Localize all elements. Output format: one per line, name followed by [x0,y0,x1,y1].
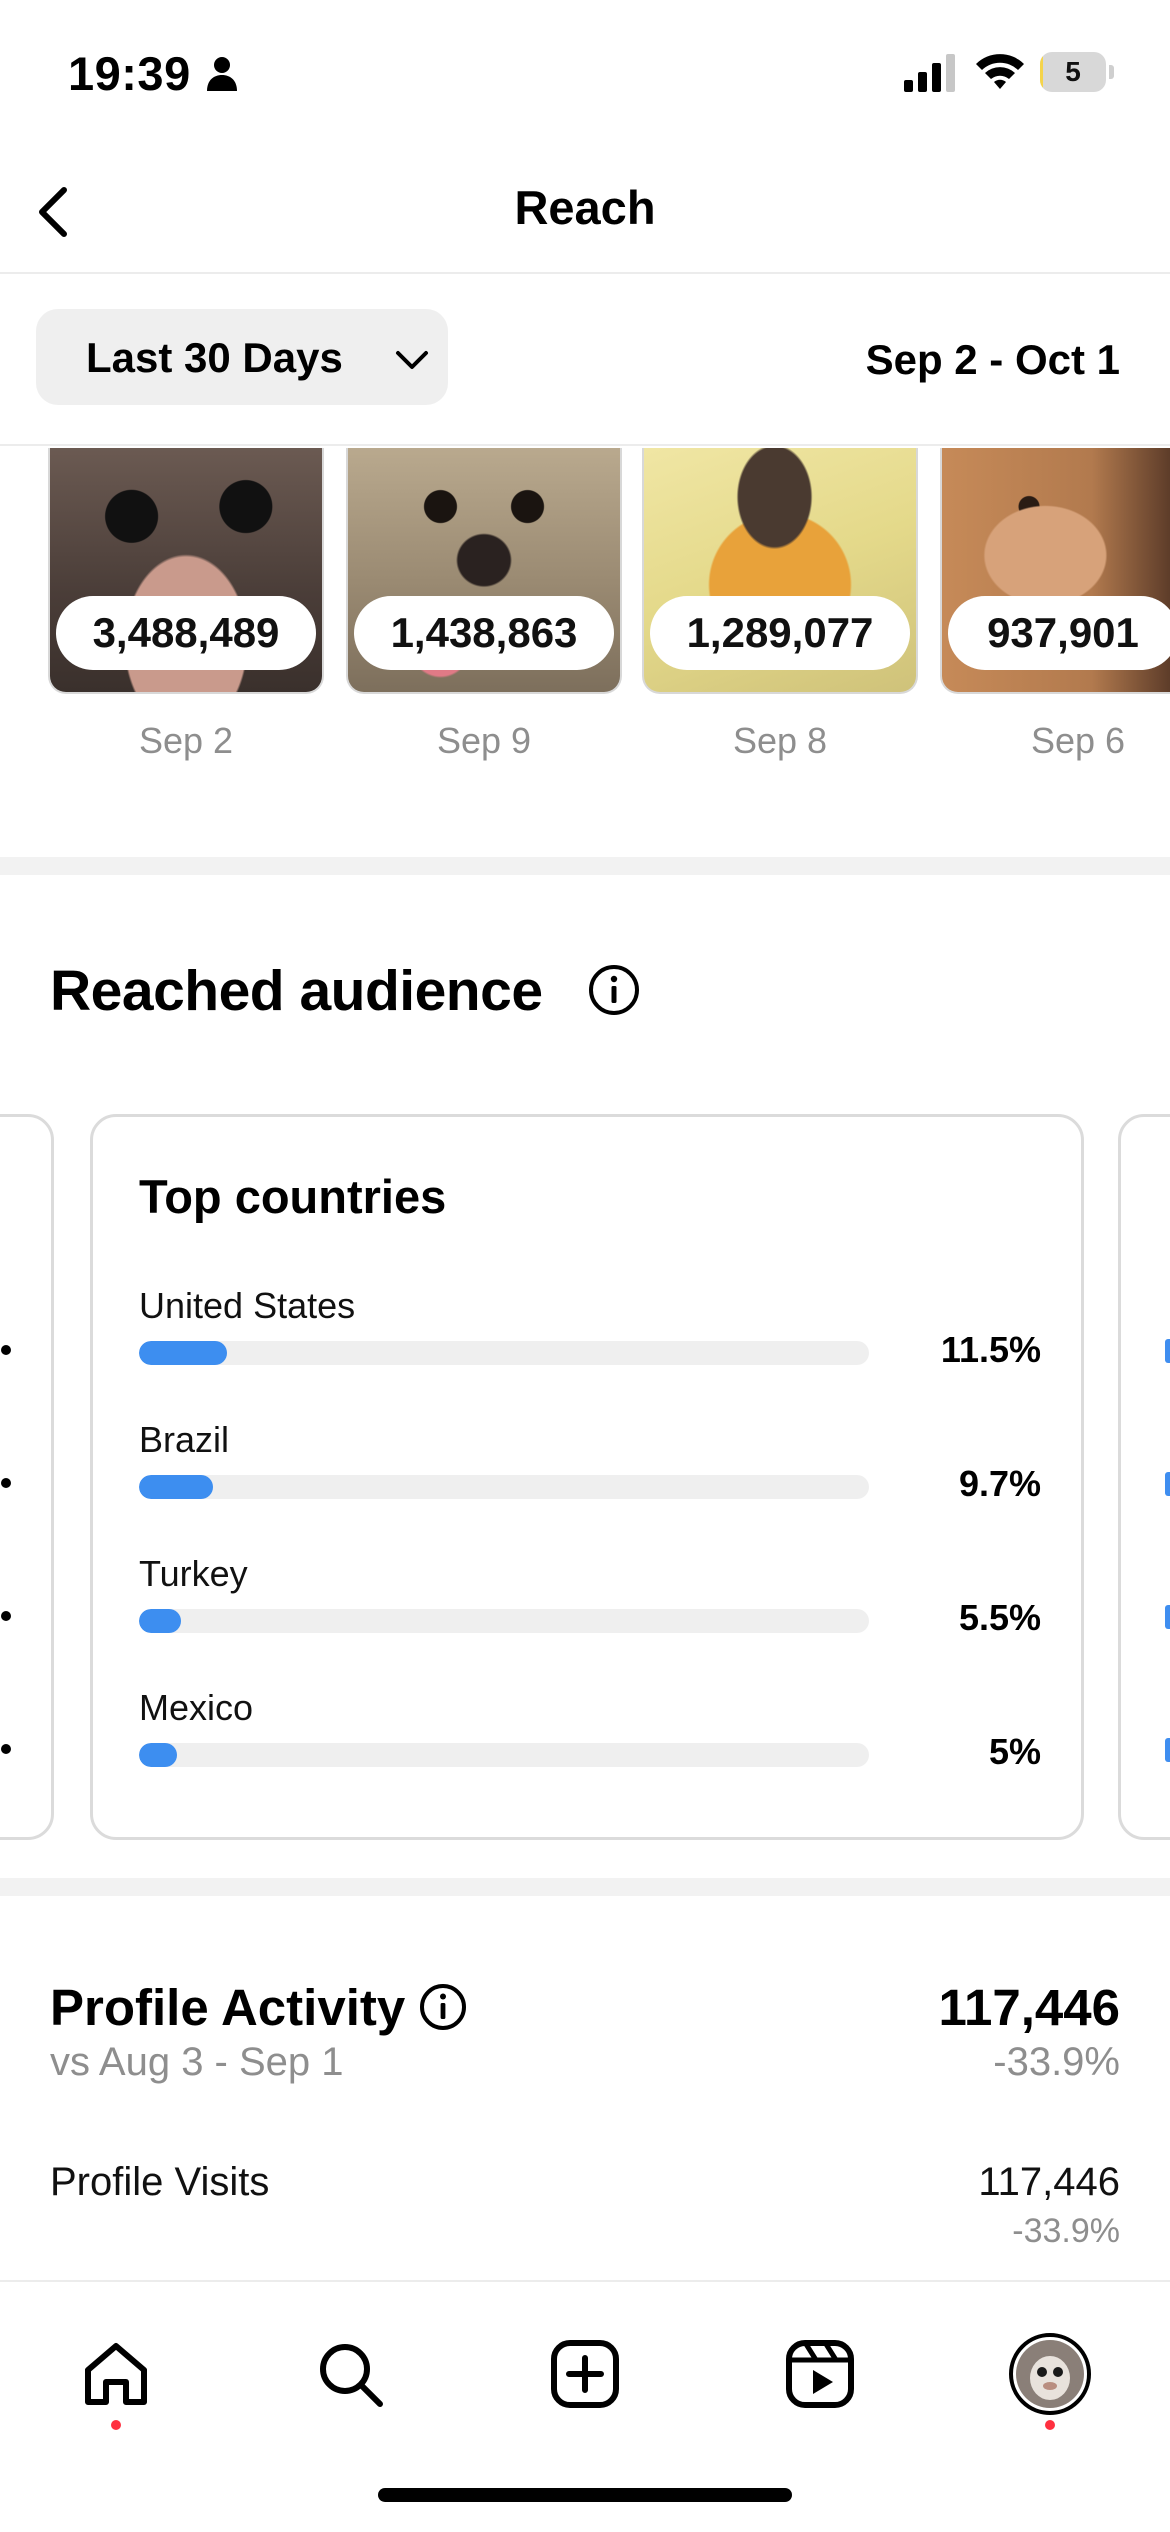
search-icon [320,2344,383,2407]
country-name: United States [139,1285,356,1326]
thumbnail-date: Sep 9 [436,720,532,761]
country-name: Turkey [139,1553,248,1594]
page-title: Reach [514,181,656,234]
content-thumbnail[interactable]: 937,901 [940,448,1170,694]
thumbnail-date: Sep 8 [732,720,828,761]
profile-activity-change: -33.9% [993,2040,1120,2084]
bar-fill [139,1609,182,1633]
bar-marker [1165,1472,1170,1496]
home-indicator [378,2488,792,2502]
bar-marker [1165,1339,1170,1363]
range-label: Last 30 Days [86,334,343,381]
wifi-icon [976,54,1024,89]
profile-visits-value: 117,446 [978,2160,1120,2204]
country-name: Mexico [139,1687,254,1728]
bottom-tab-bar [0,2280,1170,2532]
tab-create[interactable] [525,2322,645,2432]
battery-body: 5 [1040,52,1106,92]
content-thumbnail[interactable]: 1,438,863 [346,448,622,694]
country-row: United States 11.5% [139,1285,1041,1385]
country-name: Brazil [139,1419,230,1460]
country-row: Brazil 9.7% [139,1419,1041,1519]
bar-fill [139,1475,214,1499]
status-time: 19:39 [68,47,191,100]
content-thumbnail[interactable]: 1,289,077 [642,448,918,694]
bar-marker [1,1478,11,1488]
tab-profile[interactable] [990,2322,1110,2432]
country-percent: 11.5% [940,1329,1041,1370]
status-bar: 19:39 5 [0,0,1170,150]
bar-marker [1,1744,11,1754]
bar-track [139,1341,869,1365]
tab-reels[interactable] [760,2322,880,2432]
bar-marker [1165,1738,1170,1762]
next-audience-card[interactable] [1118,1114,1170,1840]
section-divider [0,1878,1170,1896]
bar-marker [1165,1605,1170,1629]
bar-marker [1,1345,11,1355]
previous-audience-card[interactable] [0,1114,54,1840]
info-icon[interactable] [587,963,641,1017]
bar-marker [1,1611,11,1621]
bar-fill [139,1341,228,1365]
chevron-down-icon [396,351,428,369]
person-icon [207,57,237,91]
country-percent: 5% [988,1731,1041,1772]
nav-header: Reach [0,150,1170,274]
thumbnail-reach-count: 1,438,863 [354,596,614,670]
top-countries-card[interactable]: Top countries United States 11.5% Brazil… [90,1114,1084,1840]
bar-fill [139,1743,178,1767]
back-button[interactable] [18,172,98,252]
profile-activity-total: 117,446 [938,1979,1120,2036]
comparison-period: vs Aug 3 - Sep 1 [50,2040,344,2084]
thumbnail-reach-count: 1,289,077 [650,596,910,670]
country-row: Turkey 5.5% [139,1553,1041,1653]
signal-icon [904,54,955,92]
battery-level: 5 [1065,56,1081,87]
profile-activity-title: Profile Activity [50,1979,406,2036]
country-row: Mexico 5% [139,1687,1041,1787]
create-icon [551,2340,619,2408]
bar-track [139,1609,869,1633]
home-icon [85,2343,147,2405]
profile-avatar [1009,2333,1091,2415]
battery-icon: 5 [1040,52,1114,92]
battery-fill [1040,52,1044,92]
tab-search[interactable] [290,2322,410,2432]
country-percent: 9.7% [958,1463,1041,1504]
bar-track [139,1743,869,1767]
section-divider [0,857,1170,875]
reached-audience-heading: Reached audience [50,959,543,1023]
country-percent: 5.5% [958,1597,1041,1638]
profile-visits-label: Profile Visits [50,2160,270,2204]
chevron-left-icon [39,187,67,237]
content-thumbnail-strip[interactable]: 3,488,489 Sep 2 1,438,863 Sep 9 1,289,07… [0,448,1170,778]
tab-home[interactable] [56,2322,176,2432]
bar-track [139,1475,869,1499]
content-thumbnail[interactable]: 3,488,489 [48,448,324,694]
info-icon[interactable] [418,1982,468,2032]
battery-cap [1109,65,1114,79]
reels-icon [786,2340,854,2408]
date-range-text: Sep 2 - Oct 1 [865,336,1120,383]
thumbnail-date: Sep 2 [138,720,234,761]
notification-dot [111,2420,121,2430]
top-countries-title: Top countries [139,1170,447,1223]
date-range-dropdown[interactable]: Last 30 Days [36,309,448,405]
thumbnail-date: Sep 6 [1030,720,1126,761]
thumbnail-reach-count: 937,901 [948,596,1170,670]
filter-row: Last 30 Days Sep 2 - Oct 1 [0,276,1170,446]
notification-dot [1045,2420,1055,2430]
thumbnail-reach-count: 3,488,489 [56,596,316,670]
profile-visits-change: -33.9% [1012,2212,1120,2250]
